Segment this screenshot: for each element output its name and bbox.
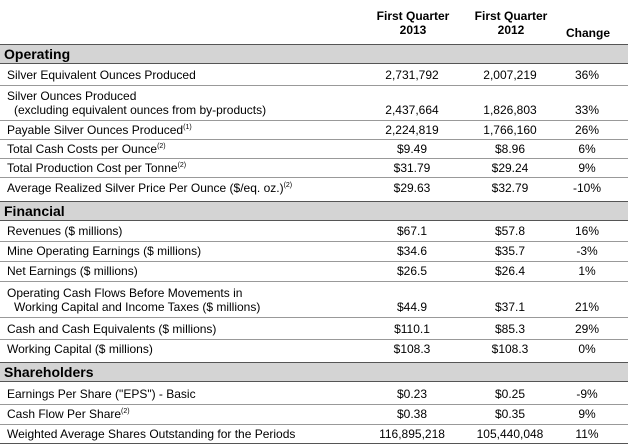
value-2013: $31.79 (393, 161, 431, 175)
value-2012: $29.24 (491, 161, 529, 175)
row-label-text: Total Production Cost per Tonne (7, 161, 178, 175)
value-2012: $57.8 (494, 224, 526, 238)
value-2012: 105,440,048 (476, 427, 544, 441)
value-change: 21% (574, 300, 600, 314)
footnote-marker: (2) (177, 162, 187, 169)
value-2013: $0.38 (396, 407, 428, 421)
row-divider (0, 261, 628, 262)
value-2012: $108.3 (491, 342, 529, 356)
value-change: 36% (574, 68, 600, 82)
row-divider (0, 139, 628, 140)
section-title: Shareholders (4, 364, 94, 380)
row-divider (0, 241, 628, 242)
value-2012: $8.96 (494, 142, 526, 156)
row-label: Mine Operating Earnings ($ millions) (7, 244, 202, 258)
value-change: -10% (572, 181, 601, 195)
row-divider (0, 339, 628, 340)
row-divider (0, 424, 628, 425)
row-label-text: Average Realized Silver Price Per Ounce … (7, 181, 284, 195)
row-label: Silver Ounces Produced (7, 89, 137, 103)
row-label: Weighted Average Shares Outstanding for … (7, 427, 296, 441)
row-label: Working Capital ($ millions) (7, 342, 153, 356)
column-header-change: Change (566, 26, 611, 40)
value-change: 29% (574, 322, 600, 336)
row-divider (0, 177, 628, 178)
section-title: Operating (4, 46, 71, 62)
value-2012: 2,007,219 (483, 68, 537, 82)
value-2012: $26.4 (494, 264, 526, 278)
value-change: 11% (575, 427, 599, 441)
row-label: Revenues ($ millions) (7, 224, 123, 238)
value-2013: $29.63 (393, 181, 431, 195)
value-2013: $9.49 (396, 142, 428, 156)
column-header-line: First Quarter (376, 9, 450, 23)
row-divider (0, 404, 628, 405)
value-2013: 2,224,819 (385, 123, 439, 137)
column-header-line: First Quarter (474, 9, 548, 23)
row-label: Operating Cash Flows Before Movements in (7, 286, 243, 300)
value-2012: 1,826,803 (483, 103, 537, 117)
row-label: Total Cash Costs per Ounce(2) (7, 142, 166, 156)
value-change: 33% (574, 103, 600, 117)
row-label-continued: Working Capital and Income Taxes ($ mill… (14, 300, 261, 314)
section-header-shareholders: Shareholders (0, 362, 628, 382)
value-change: 1% (578, 264, 596, 278)
value-change: 16% (574, 224, 600, 238)
row-label: Earnings Per Share ("EPS") - Basic (7, 387, 196, 401)
row-label: Cash Flow Per Share(2) (7, 407, 130, 421)
row-divider (0, 85, 628, 86)
value-2013: $110.1 (394, 322, 430, 336)
column-header-year: 2013 (399, 23, 427, 37)
footnote-marker: (2) (157, 143, 166, 150)
column-header-q1-2013: First Quarter 2013 (363, 9, 463, 37)
value-2013: 2,437,664 (385, 103, 439, 117)
value-change: -3% (576, 244, 598, 258)
row-divider (0, 281, 628, 282)
row-label: Total Production Cost per Tonne(2) (7, 161, 186, 175)
value-2013: $0.23 (396, 387, 428, 401)
value-2013: 116,895,218 (379, 427, 445, 441)
value-2013: $67.1 (396, 224, 428, 238)
value-2012: $0.25 (494, 387, 526, 401)
table-bottom-border (0, 443, 628, 444)
row-label-text: Total Cash Costs per Ounce (7, 142, 158, 156)
value-change: -9% (576, 387, 598, 401)
value-change: 9% (578, 161, 596, 175)
value-2013: $44.9 (396, 300, 428, 314)
value-change: 26% (574, 123, 600, 137)
footnote-marker: (1) (183, 124, 192, 131)
row-divider (0, 120, 628, 121)
value-2012: $85.3 (494, 322, 526, 336)
section-header-financial: Financial (0, 201, 628, 221)
value-2012: 1,766,160 (483, 123, 537, 137)
row-label: Average Realized Silver Price Per Ounce … (7, 181, 292, 195)
row-label: Payable Silver Ounces Produced(1) (7, 123, 192, 137)
value-2012: $35.7 (494, 244, 526, 258)
column-header-year: 2012 (497, 23, 525, 37)
section-title: Financial (4, 203, 65, 219)
row-label-continued: (excluding equivalent ounces from by-pro… (14, 103, 267, 117)
row-label-text: Cash Flow Per Share (7, 407, 122, 421)
value-2012: $32.79 (491, 181, 529, 195)
value-2012: $0.35 (494, 407, 526, 421)
section-header-operating: Operating (0, 44, 628, 64)
value-change: 6% (578, 142, 596, 156)
footnote-marker: (2) (121, 408, 130, 415)
row-divider (0, 158, 628, 159)
row-divider (0, 317, 628, 318)
value-2013: $34.6 (396, 244, 428, 258)
row-label: Cash and Cash Equivalents ($ millions) (7, 322, 217, 336)
value-change: 0% (578, 342, 596, 356)
value-2012: $37.1 (494, 300, 526, 314)
value-2013: $26.5 (396, 264, 428, 278)
value-2013: $108.3 (393, 342, 431, 356)
footnote-marker: (2) (283, 182, 293, 189)
row-label: Silver Equivalent Ounces Produced (7, 68, 196, 82)
value-change: 9% (578, 407, 596, 421)
column-header-q1-2012: First Quarter 2012 (461, 9, 561, 37)
value-2013: 2,731,792 (385, 68, 439, 82)
row-label: Net Earnings ($ millions) (7, 264, 138, 278)
row-label-text: Payable Silver Ounces Produced (7, 123, 184, 137)
